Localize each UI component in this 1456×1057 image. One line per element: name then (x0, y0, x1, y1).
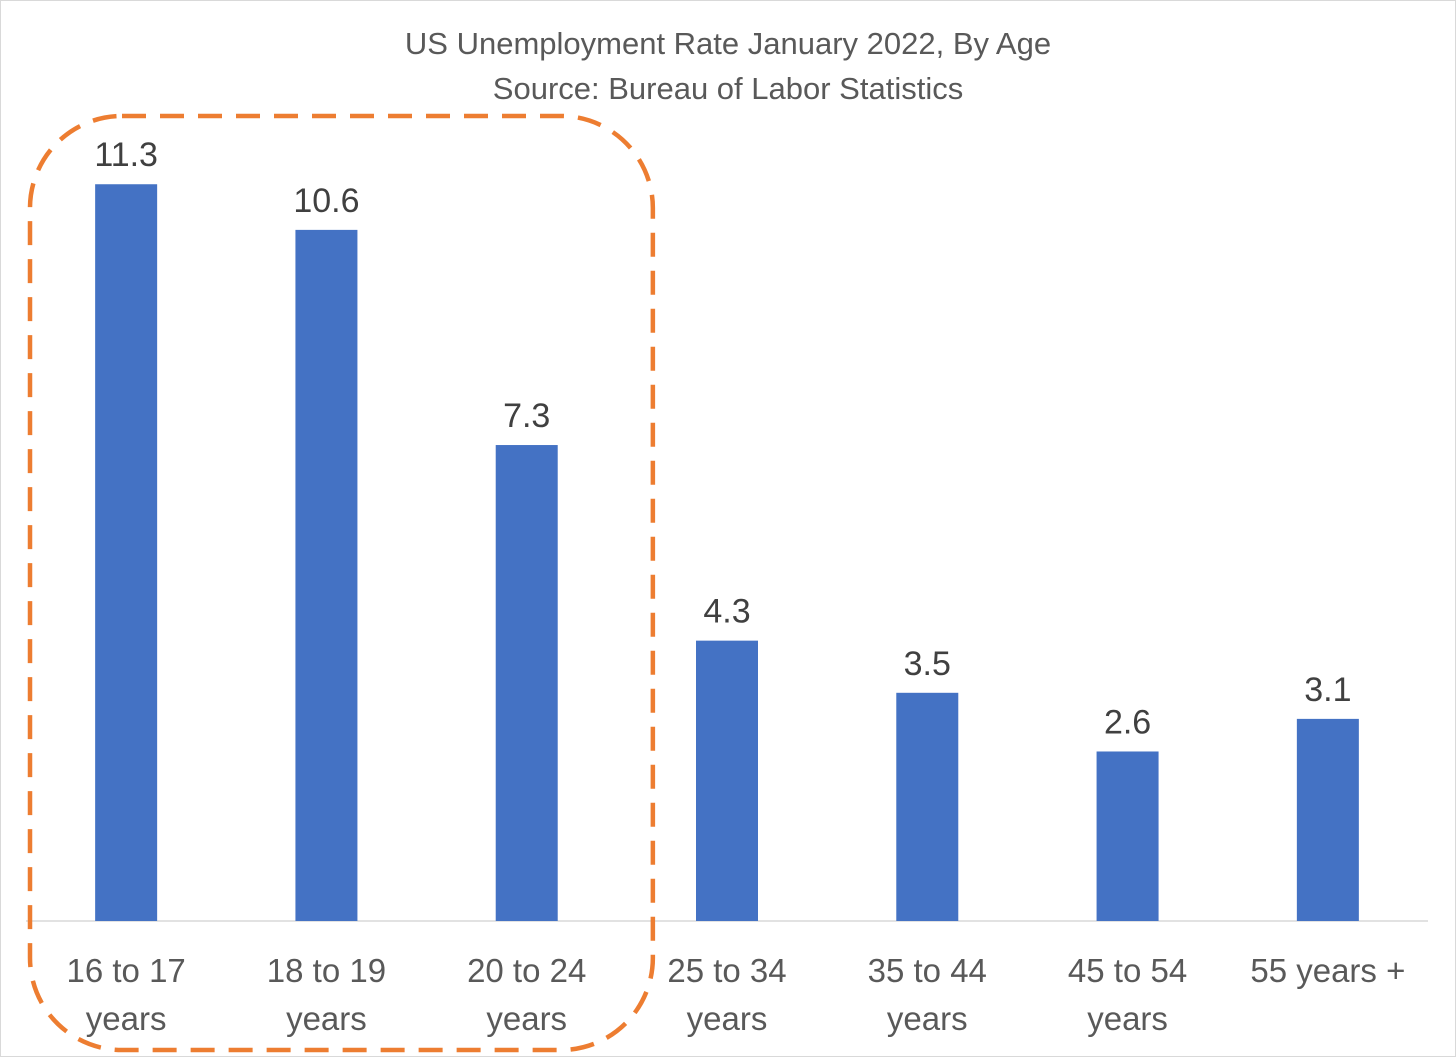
chart-subtitle: Source: Bureau of Labor Statistics (492, 71, 964, 106)
x-tick-label: years (86, 1000, 167, 1037)
data-label: 4.3 (703, 593, 750, 631)
data-label: 7.3 (503, 397, 550, 435)
x-tick-label: 20 to 24 (467, 952, 586, 989)
data-label: 3.5 (904, 645, 951, 683)
x-tick-label: years (687, 1000, 768, 1037)
x-tick-label: years (887, 1000, 968, 1037)
x-tick-label: 16 to 17 (67, 952, 186, 989)
bar (896, 692, 959, 921)
bar (1296, 718, 1359, 921)
chart-title: US Unemployment Rate January 2022, By Ag… (404, 26, 1052, 61)
bar (696, 640, 758, 921)
x-tick-label: 45 to 54 (1068, 952, 1187, 989)
x-tick-label: years (286, 1000, 367, 1037)
bar (95, 184, 158, 922)
data-label: 11.3 (94, 136, 158, 174)
x-tick-label: years (1087, 1000, 1168, 1037)
bar (495, 445, 558, 921)
x-tick-label: years (486, 1000, 567, 1037)
data-label: 3.1 (1304, 671, 1351, 709)
x-tick-label: 18 to 19 (267, 952, 386, 989)
data-label: 10.6 (293, 182, 359, 220)
bar (295, 229, 358, 921)
x-tick-label: 35 to 44 (868, 952, 987, 989)
x-tick-label: 25 to 34 (667, 952, 786, 989)
data-label: 2.6 (1104, 703, 1151, 741)
highlight-box (27, 113, 656, 1053)
bar (1096, 751, 1159, 921)
x-tick-label: 55 years + (1250, 952, 1405, 989)
